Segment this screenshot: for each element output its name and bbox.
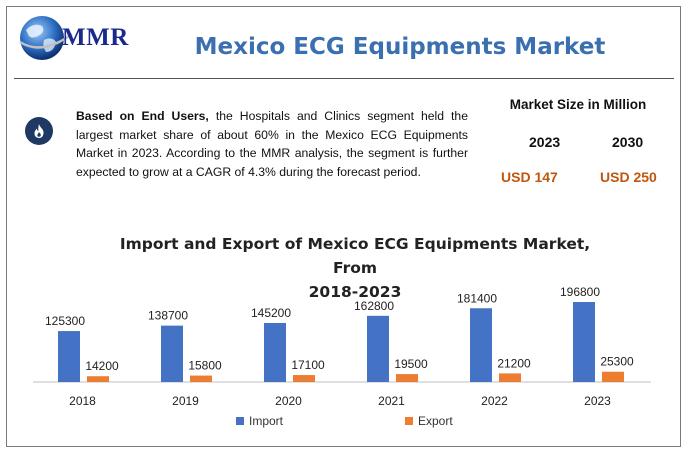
- legend-import-swatch: [236, 417, 244, 425]
- export-bar-2018: [87, 376, 109, 382]
- import-bar-2020: [264, 322, 286, 382]
- import-bar-2019: [161, 325, 183, 382]
- export-bar-2019: [190, 375, 212, 382]
- export-bar-2021: [396, 374, 418, 382]
- chart-title-line-1: Import and Export of Mexico ECG Equipmen…: [119, 235, 591, 277]
- export-label-2023: 25300: [600, 355, 634, 369]
- import-label-2019: 138700: [148, 309, 188, 323]
- import-label-2023: 196800: [560, 285, 600, 299]
- x-tick-2019: 2019: [172, 394, 199, 408]
- export-bar-2022: [499, 373, 521, 382]
- market-size-year-2023: 2023: [529, 134, 561, 150]
- market-size-title: Market Size in Million: [509, 97, 647, 112]
- legend-import-label: Import: [249, 414, 284, 428]
- logo-text: MMR: [62, 24, 129, 51]
- export-bar-2020: [293, 375, 315, 382]
- import-label-2022: 181400: [457, 291, 497, 305]
- import-bar-2022: [470, 308, 492, 382]
- chart-title: Import and Export of Mexico ECG Equipmen…: [100, 232, 610, 304]
- legend-export-swatch: [405, 417, 413, 425]
- export-label-2020: 17100: [291, 358, 325, 372]
- globe-icon: [19, 16, 73, 60]
- export-label-2021: 19500: [394, 357, 428, 371]
- market-size-value-2023: USD 147: [501, 169, 558, 185]
- import-label-2020: 145200: [251, 306, 291, 320]
- legend-export-label: Export: [418, 414, 453, 428]
- info-bold-lead: Based on End Users,: [76, 109, 209, 123]
- legend-export: Export: [405, 414, 453, 428]
- x-tick-2022: 2022: [481, 394, 508, 408]
- outer-frame: [6, 6, 681, 447]
- import-bar-2021: [367, 315, 389, 382]
- header-divider: [14, 78, 674, 79]
- export-label-2018: 14200: [85, 359, 119, 373]
- page-title: Mexico ECG Equipments Market: [194, 34, 606, 60]
- flame-icon: [25, 117, 53, 145]
- export-label-2022: 21200: [497, 356, 531, 370]
- x-tick-2020: 2020: [275, 394, 302, 408]
- import-label-2018: 125300: [45, 314, 85, 328]
- import-bar-2018: [58, 331, 80, 382]
- chart-title-line-2: 2018-2023: [308, 283, 402, 301]
- mmr-logo: [16, 12, 128, 64]
- export-bar-2023: [602, 371, 624, 382]
- x-tick-2018: 2018: [69, 394, 96, 408]
- export-label-2019: 15800: [188, 359, 222, 373]
- market-size-year-2030: 2030: [612, 134, 644, 150]
- x-tick-2023: 2023: [584, 394, 611, 408]
- import-label-2021: 162800: [354, 299, 394, 313]
- market-size-value-2030: USD 250: [600, 169, 657, 185]
- x-tick-2021: 2021: [378, 394, 405, 408]
- legend-import: Import: [236, 414, 283, 428]
- info-body: the Hospitals and Clinics segment held t…: [76, 109, 468, 179]
- info-paragraph: Based on End Users, the Hospitals and Cl…: [76, 107, 468, 181]
- import-bar-2023: [573, 302, 595, 382]
